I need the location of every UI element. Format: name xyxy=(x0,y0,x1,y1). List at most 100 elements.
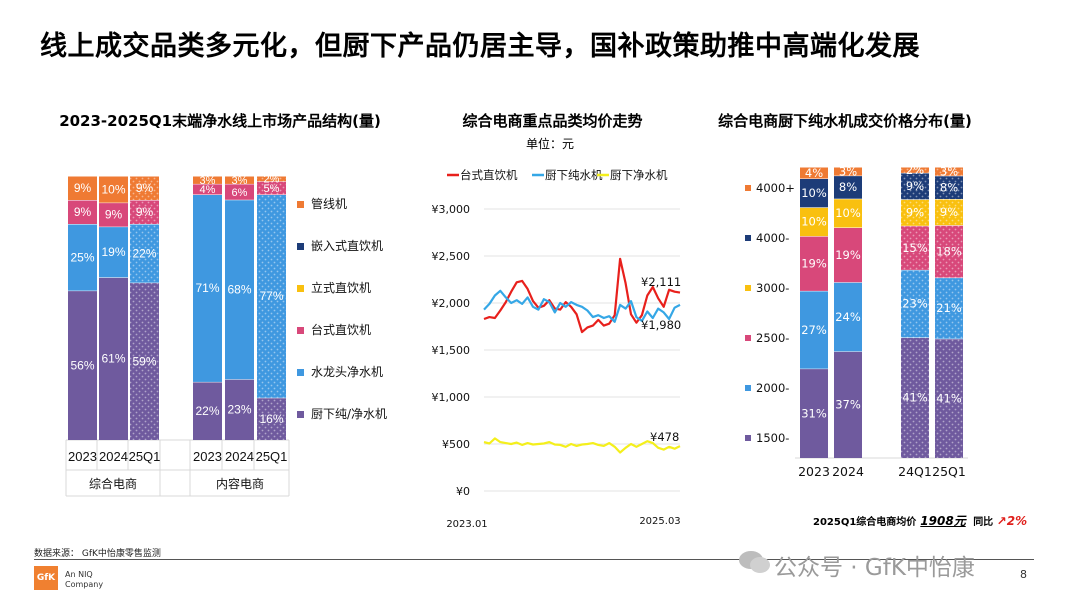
chart1-bar-台式直饮机 xyxy=(225,183,254,200)
chart3-legend-swatch xyxy=(745,185,751,191)
chart3-bar-hatch xyxy=(935,167,963,176)
chart1-category-label: 2023 xyxy=(68,449,97,464)
chart1-data-label: 56% xyxy=(70,358,94,372)
chart1-data-label: 22% xyxy=(132,246,156,260)
chart3-data-label: 27% xyxy=(801,323,827,337)
chart1-legend-label: 立式直饮机 xyxy=(311,280,371,295)
chart3-legend-label: 1500- xyxy=(756,431,789,445)
chart3-data-label: 10% xyxy=(801,186,827,200)
chart3-data-label: 19% xyxy=(801,257,827,271)
chart1-legend-label: 嵌入式直饮机 xyxy=(311,239,383,253)
chart3-data-label: 37% xyxy=(835,398,861,412)
chart1-legend-swatch xyxy=(297,201,304,208)
chart1-legend-swatch xyxy=(297,369,304,376)
chart1-data-label: 9% xyxy=(105,208,123,222)
chart1-bar-hatch xyxy=(130,200,159,224)
chart3-bar-4000+ xyxy=(834,167,862,176)
chart1-bar-厨下纯/净水机 xyxy=(193,381,222,440)
watermark-text: 公众号 · GfK中怡康 xyxy=(774,555,975,581)
chart1-data-label: 5% xyxy=(264,183,280,195)
chart3-legend-label: 2500- xyxy=(756,331,789,345)
chart1-bar-厨下纯/净水机 xyxy=(99,277,128,440)
chart1-data-label: 2% xyxy=(264,174,280,186)
chart3-data-label: 41% xyxy=(936,391,962,405)
chart1-bar-厨下纯/净水机 xyxy=(68,290,97,440)
chart1-bar-hatch xyxy=(257,176,286,182)
chart3-legend-swatch xyxy=(745,435,751,441)
chart2-unit: 单位：元 xyxy=(525,137,574,151)
chart3-legend-label: 3000- xyxy=(756,281,789,295)
chart2-xtick-end: 2025.03 xyxy=(639,516,680,527)
chart1-data-label: 9% xyxy=(74,205,92,219)
chart1-bar-台式直饮机 xyxy=(68,200,97,224)
chart2-legend-label: 台式直饮机 xyxy=(460,168,518,182)
chart3-data-label: 4% xyxy=(805,166,823,180)
chart1-bar-管线机 xyxy=(193,176,222,184)
wechat-icon xyxy=(738,549,774,581)
chart3-bar-2000- xyxy=(834,282,862,352)
chart1-group-label: 综合电商 xyxy=(89,476,137,491)
chart3-bar-3000- xyxy=(834,198,862,228)
chart2-ytick: ¥2,000 xyxy=(432,297,471,310)
chart1-data-label: 59% xyxy=(132,354,156,368)
slide-title: 线上成交品类多元化，但厨下产品仍居主导，国补政策助推中高端化发展 xyxy=(40,31,920,62)
chart1-data-label: 6% xyxy=(232,187,248,199)
gfk-logo: GfK xyxy=(34,566,58,590)
chart3-bar-hatch xyxy=(935,338,963,458)
chart1-legend-label: 厨下纯/净水机 xyxy=(311,407,387,421)
chart3-category-label: 25Q1 xyxy=(932,464,966,479)
chart2-ytick: ¥2,500 xyxy=(432,250,471,263)
chart3-data-label: 41% xyxy=(902,391,928,405)
chart2-end-label-yellow: ¥478 xyxy=(650,430,679,444)
chart2-ytick: ¥3,000 xyxy=(432,203,471,216)
chart3-legend-swatch xyxy=(745,335,751,341)
chart1-data-label: 23% xyxy=(227,403,251,417)
chart3-bar-hatch xyxy=(901,199,929,226)
chart1-data-label: 61% xyxy=(101,352,125,366)
chart1-bar-水龙头净水机 xyxy=(225,199,254,380)
up-arrow-icon: ↗ xyxy=(996,514,1007,528)
chart1-bar-hatch xyxy=(257,194,286,398)
chart3-category-label: 24Q1 xyxy=(898,464,932,479)
chart1-data-label: 16% xyxy=(259,412,283,426)
chart3-legend-label: 2000- xyxy=(756,381,789,395)
chart1-data-label: 10% xyxy=(101,182,125,196)
price-footnote: 2025Q1综合电商均价 1908元 同比 ↗2% xyxy=(813,512,1027,529)
chart1-legend-label: 台式直饮机 xyxy=(311,322,371,337)
footnote-value: 1908元 xyxy=(920,514,966,528)
chart1-category-label: 2023 xyxy=(193,449,222,464)
chart1-data-label: 4% xyxy=(200,184,216,196)
data-source: 数据来源： GfK中怡康零售监测 xyxy=(34,549,161,559)
chart2-line-厨下净水机 xyxy=(483,437,681,454)
chart3-bar-4000- xyxy=(800,178,828,208)
chart2-ytick: ¥1,000 xyxy=(432,391,471,404)
chart3-legend-swatch xyxy=(745,235,751,241)
chart3-data-label: 21% xyxy=(936,301,962,315)
chart1-data-label: 9% xyxy=(136,181,154,195)
chart1-bar-hatch xyxy=(130,282,159,440)
chart3-bar-4000+ xyxy=(800,167,828,179)
chart2-ytick: ¥1,500 xyxy=(432,344,471,357)
chart3-data-label: 31% xyxy=(801,406,827,420)
footnote-yoy-label: 同比 xyxy=(973,517,994,528)
chart3-bar-2000- xyxy=(800,290,828,369)
chart3-legend-label: 4000- xyxy=(756,231,789,245)
chart3-data-label: 10% xyxy=(835,206,861,220)
chart3-data-label: 2% xyxy=(906,163,924,177)
chart1-bar-水龙头净水机 xyxy=(68,224,97,291)
chart3-bar-hatch xyxy=(901,172,929,200)
chart3-bar-1500- xyxy=(800,368,828,458)
page-number: 8 xyxy=(1020,568,1027,581)
chart1-data-label: 77% xyxy=(259,289,283,303)
footnote-label: 2025Q1综合电商均价 xyxy=(813,517,917,528)
footnote-yoy-value: 2% xyxy=(1006,514,1028,528)
chart1-data-label: 22% xyxy=(195,404,219,418)
chart1-category-label: 25Q1 xyxy=(129,449,161,464)
chart3-category-label: 2023 xyxy=(798,464,830,479)
chart3-data-label: 24% xyxy=(835,310,861,324)
logo-caption: An NIQ Company xyxy=(65,570,103,590)
chart1-legend-label: 管线机 xyxy=(311,196,347,211)
chart3-legend-swatch xyxy=(745,385,751,391)
chart1-data-label: 19% xyxy=(101,245,125,259)
